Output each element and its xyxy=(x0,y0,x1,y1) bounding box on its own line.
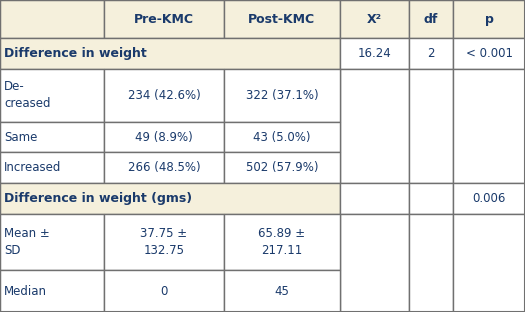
Bar xyxy=(340,38,408,69)
Text: Same: Same xyxy=(4,131,38,144)
Bar xyxy=(454,38,525,69)
Bar xyxy=(454,214,525,312)
Bar xyxy=(0,38,340,69)
Text: De-
creased: De- creased xyxy=(4,80,51,110)
Bar xyxy=(340,214,408,312)
Text: Difference in weight: Difference in weight xyxy=(4,47,147,60)
Text: X²: X² xyxy=(367,12,382,26)
Text: 0.006: 0.006 xyxy=(472,192,506,205)
Text: < 0.001: < 0.001 xyxy=(466,47,513,60)
Bar xyxy=(0,69,104,122)
Bar xyxy=(104,214,224,270)
Text: 49 (8.9%): 49 (8.9%) xyxy=(135,131,193,144)
Bar xyxy=(224,122,340,153)
Text: 234 (42.6%): 234 (42.6%) xyxy=(128,89,201,102)
Bar xyxy=(340,69,408,183)
Bar xyxy=(408,214,454,312)
Text: p: p xyxy=(485,12,494,26)
Bar xyxy=(104,153,224,183)
Bar xyxy=(340,183,408,214)
Text: 65.89 ±
217.11: 65.89 ± 217.11 xyxy=(258,227,306,257)
Text: 322 (37.1%): 322 (37.1%) xyxy=(246,89,318,102)
Bar xyxy=(104,69,224,122)
Bar xyxy=(104,270,224,312)
Bar xyxy=(408,183,454,214)
Text: Mean ±
SD: Mean ± SD xyxy=(4,227,50,257)
Text: 37.75 ±
132.75: 37.75 ± 132.75 xyxy=(141,227,187,257)
Bar xyxy=(104,0,224,38)
Text: df: df xyxy=(424,12,438,26)
Bar xyxy=(340,0,408,38)
Bar xyxy=(0,0,104,38)
Bar xyxy=(224,270,340,312)
Text: Post-KMC: Post-KMC xyxy=(248,12,316,26)
Bar xyxy=(0,183,340,214)
Text: 43 (5.0%): 43 (5.0%) xyxy=(253,131,311,144)
Text: Difference in weight (gms): Difference in weight (gms) xyxy=(4,192,192,205)
Text: Pre-KMC: Pre-KMC xyxy=(134,12,194,26)
Text: Increased: Increased xyxy=(4,161,61,174)
Bar xyxy=(408,38,454,69)
Text: Median: Median xyxy=(4,285,47,298)
Bar xyxy=(0,153,104,183)
Text: 502 (57.9%): 502 (57.9%) xyxy=(246,161,318,174)
Bar xyxy=(408,0,454,38)
Bar xyxy=(224,214,340,270)
Bar xyxy=(454,183,525,214)
Text: 2: 2 xyxy=(427,47,435,60)
Bar xyxy=(0,270,104,312)
Text: 266 (48.5%): 266 (48.5%) xyxy=(128,161,201,174)
Bar xyxy=(0,214,104,270)
Bar xyxy=(224,0,340,38)
Text: 45: 45 xyxy=(275,285,289,298)
Bar xyxy=(408,69,454,183)
Bar xyxy=(104,122,224,153)
Bar xyxy=(0,122,104,153)
Bar xyxy=(224,69,340,122)
Bar xyxy=(224,153,340,183)
Text: 16.24: 16.24 xyxy=(358,47,391,60)
Bar xyxy=(454,69,525,183)
Bar xyxy=(454,0,525,38)
Text: 0: 0 xyxy=(160,285,168,298)
